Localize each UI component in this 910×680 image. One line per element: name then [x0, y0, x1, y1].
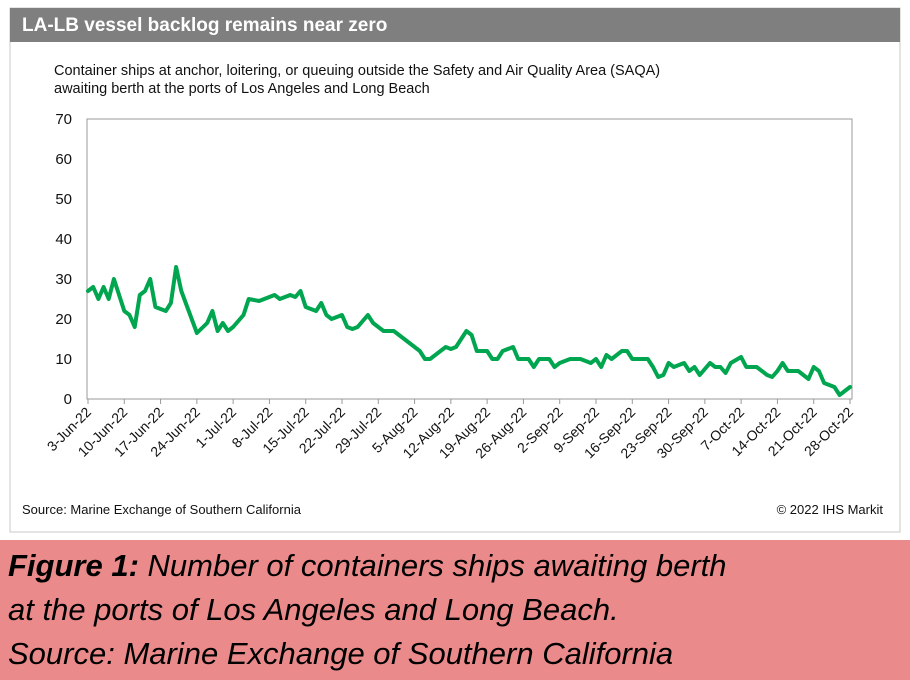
- caption-line: at the ports of Los Angeles and Long Bea…: [8, 592, 619, 627]
- caption-text: Number of containers ships awaiting bert…: [147, 548, 727, 583]
- chart-title: LA-LB vessel backlog remains near zero: [22, 15, 387, 36]
- y-tick-label: 0: [64, 391, 72, 408]
- chart-frame: [9, 7, 901, 533]
- credit-note: © 2022 IHS Markit: [777, 502, 884, 517]
- y-tick-label: 10: [55, 351, 72, 368]
- y-tick-label: 60: [55, 151, 72, 168]
- caption-line: Source: Marine Exchange of Southern Cali…: [8, 636, 674, 671]
- caption-line: Figure 1: Number of containers ships awa…: [8, 544, 910, 588]
- source-note: Source: Marine Exchange of Southern Cali…: [22, 502, 302, 517]
- title-bar: [10, 8, 900, 42]
- y-tick-label: 20: [55, 311, 72, 328]
- data-line: [86, 265, 852, 397]
- chart: LA-LB vessel backlog remains near zero C…: [9, 7, 901, 533]
- y-tick-label: 30: [55, 271, 72, 288]
- y-tick-label: 50: [55, 191, 72, 208]
- chart-subtitle: Container ships at anchor, loitering, or…: [54, 63, 660, 79]
- chart-subtitle: awaiting berth at the ports of Los Angel…: [54, 81, 430, 97]
- plot-frame: [86, 118, 853, 400]
- y-tick-label: 70: [55, 111, 72, 128]
- caption-label: Figure 1:: [8, 548, 139, 583]
- figure-caption: Figure 1: Number of containers ships awa…: [0, 540, 910, 680]
- y-tick-label: 40: [55, 231, 72, 248]
